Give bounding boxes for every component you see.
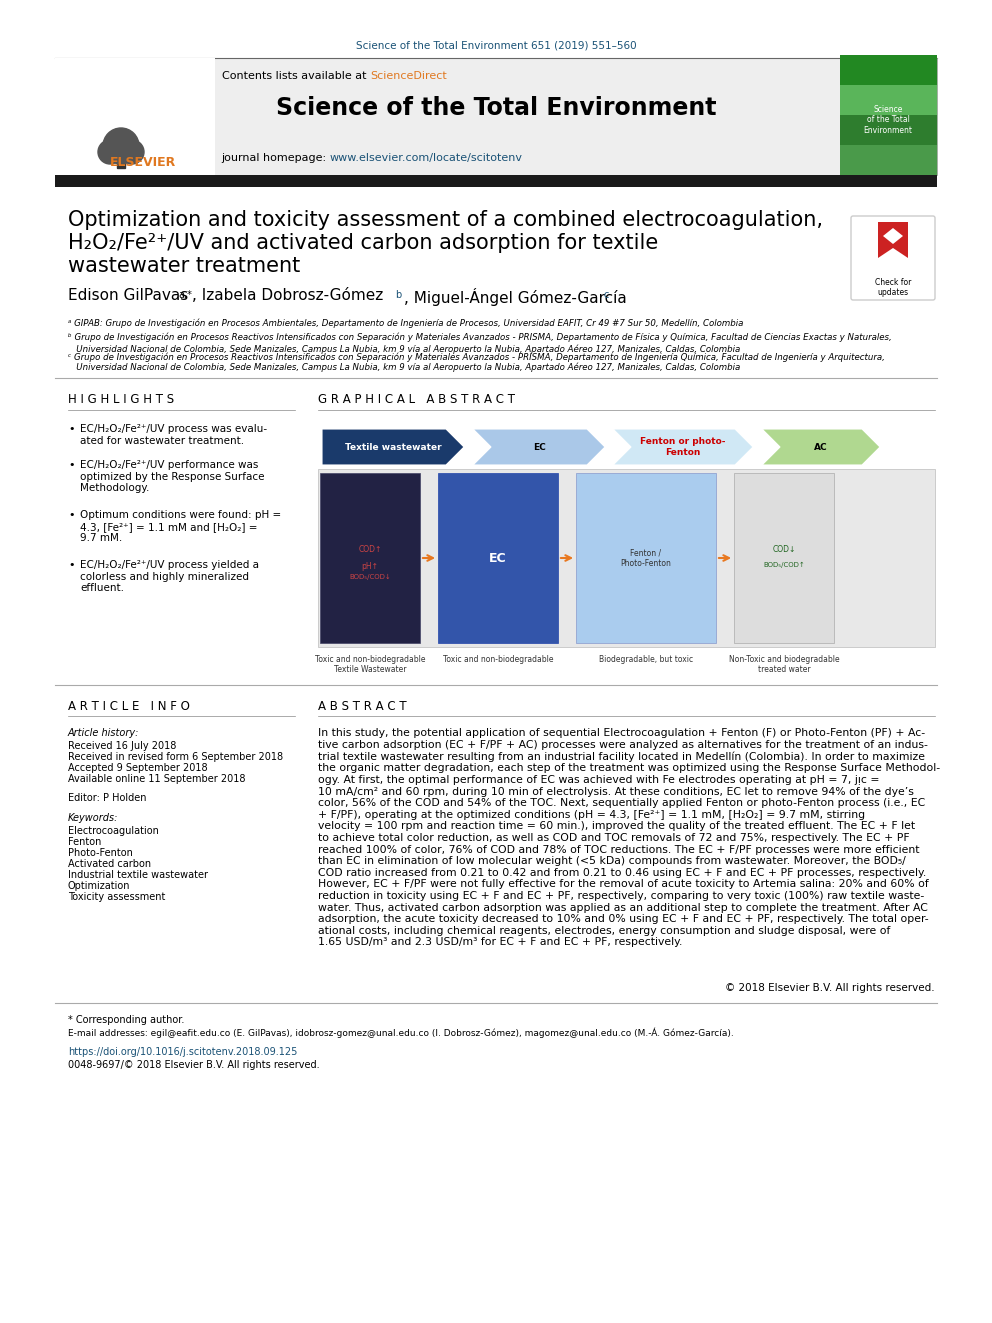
Text: G R A P H I C A L   A B S T R A C T: G R A P H I C A L A B S T R A C T — [318, 393, 515, 406]
Text: ᵃ GIPAB: Grupo de Investigación en Procesos Ambientales, Departamento de Ingenie: ᵃ GIPAB: Grupo de Investigación en Proce… — [68, 318, 743, 328]
Text: ScienceDirect: ScienceDirect — [370, 71, 446, 81]
Text: Textile wastewater: Textile wastewater — [344, 442, 441, 451]
FancyBboxPatch shape — [840, 85, 937, 115]
Text: Fenton /
Photo-Fenton: Fenton / Photo-Fenton — [621, 548, 672, 568]
FancyBboxPatch shape — [840, 115, 937, 146]
Text: AC: AC — [814, 442, 827, 451]
FancyBboxPatch shape — [55, 58, 215, 175]
Circle shape — [103, 128, 139, 164]
Text: Activated carbon: Activated carbon — [68, 859, 151, 869]
Text: Non-Toxic and biodegradable
treated water: Non-Toxic and biodegradable treated wate… — [729, 655, 839, 675]
Text: A R T I C L E   I N F O: A R T I C L E I N F O — [68, 700, 189, 713]
Text: Optimization: Optimization — [68, 881, 131, 890]
Text: H I G H L I G H T S: H I G H L I G H T S — [68, 393, 175, 406]
Text: © 2018 Elsevier B.V. All rights reserved.: © 2018 Elsevier B.V. All rights reserved… — [725, 983, 935, 994]
Text: Editor: P Holden: Editor: P Holden — [68, 792, 147, 803]
Circle shape — [98, 140, 122, 164]
Text: Keywords:: Keywords: — [68, 814, 118, 823]
FancyBboxPatch shape — [840, 146, 937, 175]
Circle shape — [120, 140, 144, 164]
FancyBboxPatch shape — [840, 58, 937, 175]
Text: Science of the Total Environment: Science of the Total Environment — [276, 97, 716, 120]
FancyBboxPatch shape — [734, 474, 834, 643]
Text: journal homepage:: journal homepage: — [221, 153, 330, 163]
Text: ᶜ Grupo de Investigación en Procesos Reactivos Intensificados con Separación y M: ᶜ Grupo de Investigación en Procesos Rea… — [68, 352, 885, 373]
Text: Toxicity assessment: Toxicity assessment — [68, 892, 166, 902]
Text: Science of the Total Environment 651 (2019) 551–560: Science of the Total Environment 651 (20… — [356, 40, 636, 50]
FancyBboxPatch shape — [55, 175, 937, 187]
Text: H₂O₂/Fe²⁺/UV and activated carbon adsorption for textile: H₂O₂/Fe²⁺/UV and activated carbon adsorp… — [68, 233, 659, 253]
FancyBboxPatch shape — [851, 216, 935, 300]
Text: Accepted 9 September 2018: Accepted 9 September 2018 — [68, 763, 207, 773]
Text: Fenton or photo-
Fenton: Fenton or photo- Fenton — [640, 438, 726, 456]
Text: COD↑: COD↑ — [358, 545, 382, 554]
Text: EC/H₂O₂/Fe²⁺/UV performance was
optimized by the Response Surface
Methodology.: EC/H₂O₂/Fe²⁺/UV performance was optimize… — [80, 460, 265, 493]
Text: Industrial textile wastewater: Industrial textile wastewater — [68, 871, 208, 880]
FancyBboxPatch shape — [318, 468, 935, 647]
Text: Biodegradable, but toxic: Biodegradable, but toxic — [599, 655, 693, 664]
Text: •: • — [68, 423, 74, 434]
Text: https://doi.org/10.1016/j.scitotenv.2018.09.125: https://doi.org/10.1016/j.scitotenv.2018… — [68, 1046, 298, 1057]
Text: Available online 11 September 2018: Available online 11 September 2018 — [68, 774, 245, 785]
Polygon shape — [613, 429, 753, 464]
Text: c: c — [604, 290, 609, 300]
Text: EC/H₂O₂/Fe²⁺/UV process was evalu-
ated for wastewater treatment.: EC/H₂O₂/Fe²⁺/UV process was evalu- ated … — [80, 423, 267, 446]
FancyBboxPatch shape — [55, 58, 937, 175]
Text: , Izabela Dobrosz-Gómez: , Izabela Dobrosz-Gómez — [192, 288, 388, 303]
Text: Received 16 July 2018: Received 16 July 2018 — [68, 741, 177, 751]
Polygon shape — [883, 228, 903, 243]
Polygon shape — [322, 429, 464, 464]
Text: Electrocoagulation: Electrocoagulation — [68, 826, 159, 836]
Text: 0048-9697/© 2018 Elsevier B.V. All rights reserved.: 0048-9697/© 2018 Elsevier B.V. All right… — [68, 1060, 319, 1070]
Text: •: • — [68, 460, 74, 470]
Text: ELSEVIER: ELSEVIER — [110, 156, 177, 168]
Text: Contents lists available at: Contents lists available at — [222, 71, 370, 81]
Text: Fenton: Fenton — [68, 837, 101, 847]
Text: •: • — [68, 509, 74, 520]
Text: Article history:: Article history: — [68, 728, 139, 738]
Text: BOD₅/COD↓: BOD₅/COD↓ — [349, 574, 391, 579]
Text: EC: EC — [533, 442, 546, 451]
Polygon shape — [762, 429, 880, 464]
Text: a,*: a,* — [178, 290, 191, 300]
Text: Optimization and toxicity assessment of a combined electrocoagulation,: Optimization and toxicity assessment of … — [68, 210, 823, 230]
Text: A B S T R A C T: A B S T R A C T — [318, 700, 407, 713]
FancyBboxPatch shape — [320, 474, 420, 643]
FancyBboxPatch shape — [840, 56, 937, 85]
Text: COD↓: COD↓ — [773, 545, 796, 554]
Text: BOD₅/COD↑: BOD₅/COD↑ — [763, 562, 805, 568]
Text: Toxic and non-biodegradable: Toxic and non-biodegradable — [442, 655, 554, 664]
Text: pH↑: pH↑ — [361, 562, 379, 572]
Text: * Corresponding author.: * Corresponding author. — [68, 1015, 185, 1025]
Text: Check for
updates: Check for updates — [875, 278, 912, 298]
FancyBboxPatch shape — [576, 474, 716, 643]
Polygon shape — [473, 429, 605, 464]
Text: E-mail addresses: egil@eafit.edu.co (E. GilPavas), idobrosz-gomez@unal.edu.co (I: E-mail addresses: egil@eafit.edu.co (E. … — [68, 1028, 734, 1039]
Text: Photo-Fenton: Photo-Fenton — [68, 848, 133, 859]
Text: www.elsevier.com/locate/scitotenv: www.elsevier.com/locate/scitotenv — [330, 153, 523, 163]
Text: EC: EC — [489, 552, 507, 565]
Text: Science
of the Total
Environment: Science of the Total Environment — [863, 105, 913, 135]
Text: wastewater treatment: wastewater treatment — [68, 255, 301, 277]
Text: Received in revised form 6 September 2018: Received in revised form 6 September 201… — [68, 751, 283, 762]
Text: In this study, the potential application of sequential Electrocoagulation + Fent: In this study, the potential application… — [318, 728, 940, 947]
Text: b: b — [395, 290, 401, 300]
Text: Toxic and non-biodegradable
Textile Wastewater: Toxic and non-biodegradable Textile Wast… — [314, 655, 426, 675]
Polygon shape — [878, 222, 908, 258]
FancyBboxPatch shape — [438, 474, 558, 643]
Text: •: • — [68, 560, 74, 570]
Text: ᵇ Grupo de Investigación en Procesos Reactivos Intensificados con Separación y M: ᵇ Grupo de Investigación en Procesos Rea… — [68, 333, 892, 353]
Text: Optimum conditions were found: pH =
4.3, [Fe²⁺] = 1.1 mM and [H₂O₂] =
9.7 mM.: Optimum conditions were found: pH = 4.3,… — [80, 509, 282, 544]
Text: EC/H₂O₂/Fe²⁺/UV process yielded a
colorless and highly mineralized
effluent.: EC/H₂O₂/Fe²⁺/UV process yielded a colorl… — [80, 560, 259, 593]
Text: , Miguel-Ángel Gómez-García: , Miguel-Ángel Gómez-García — [404, 288, 632, 306]
Bar — [117, 156, 125, 168]
Text: Edison GilPavas: Edison GilPavas — [68, 288, 193, 303]
